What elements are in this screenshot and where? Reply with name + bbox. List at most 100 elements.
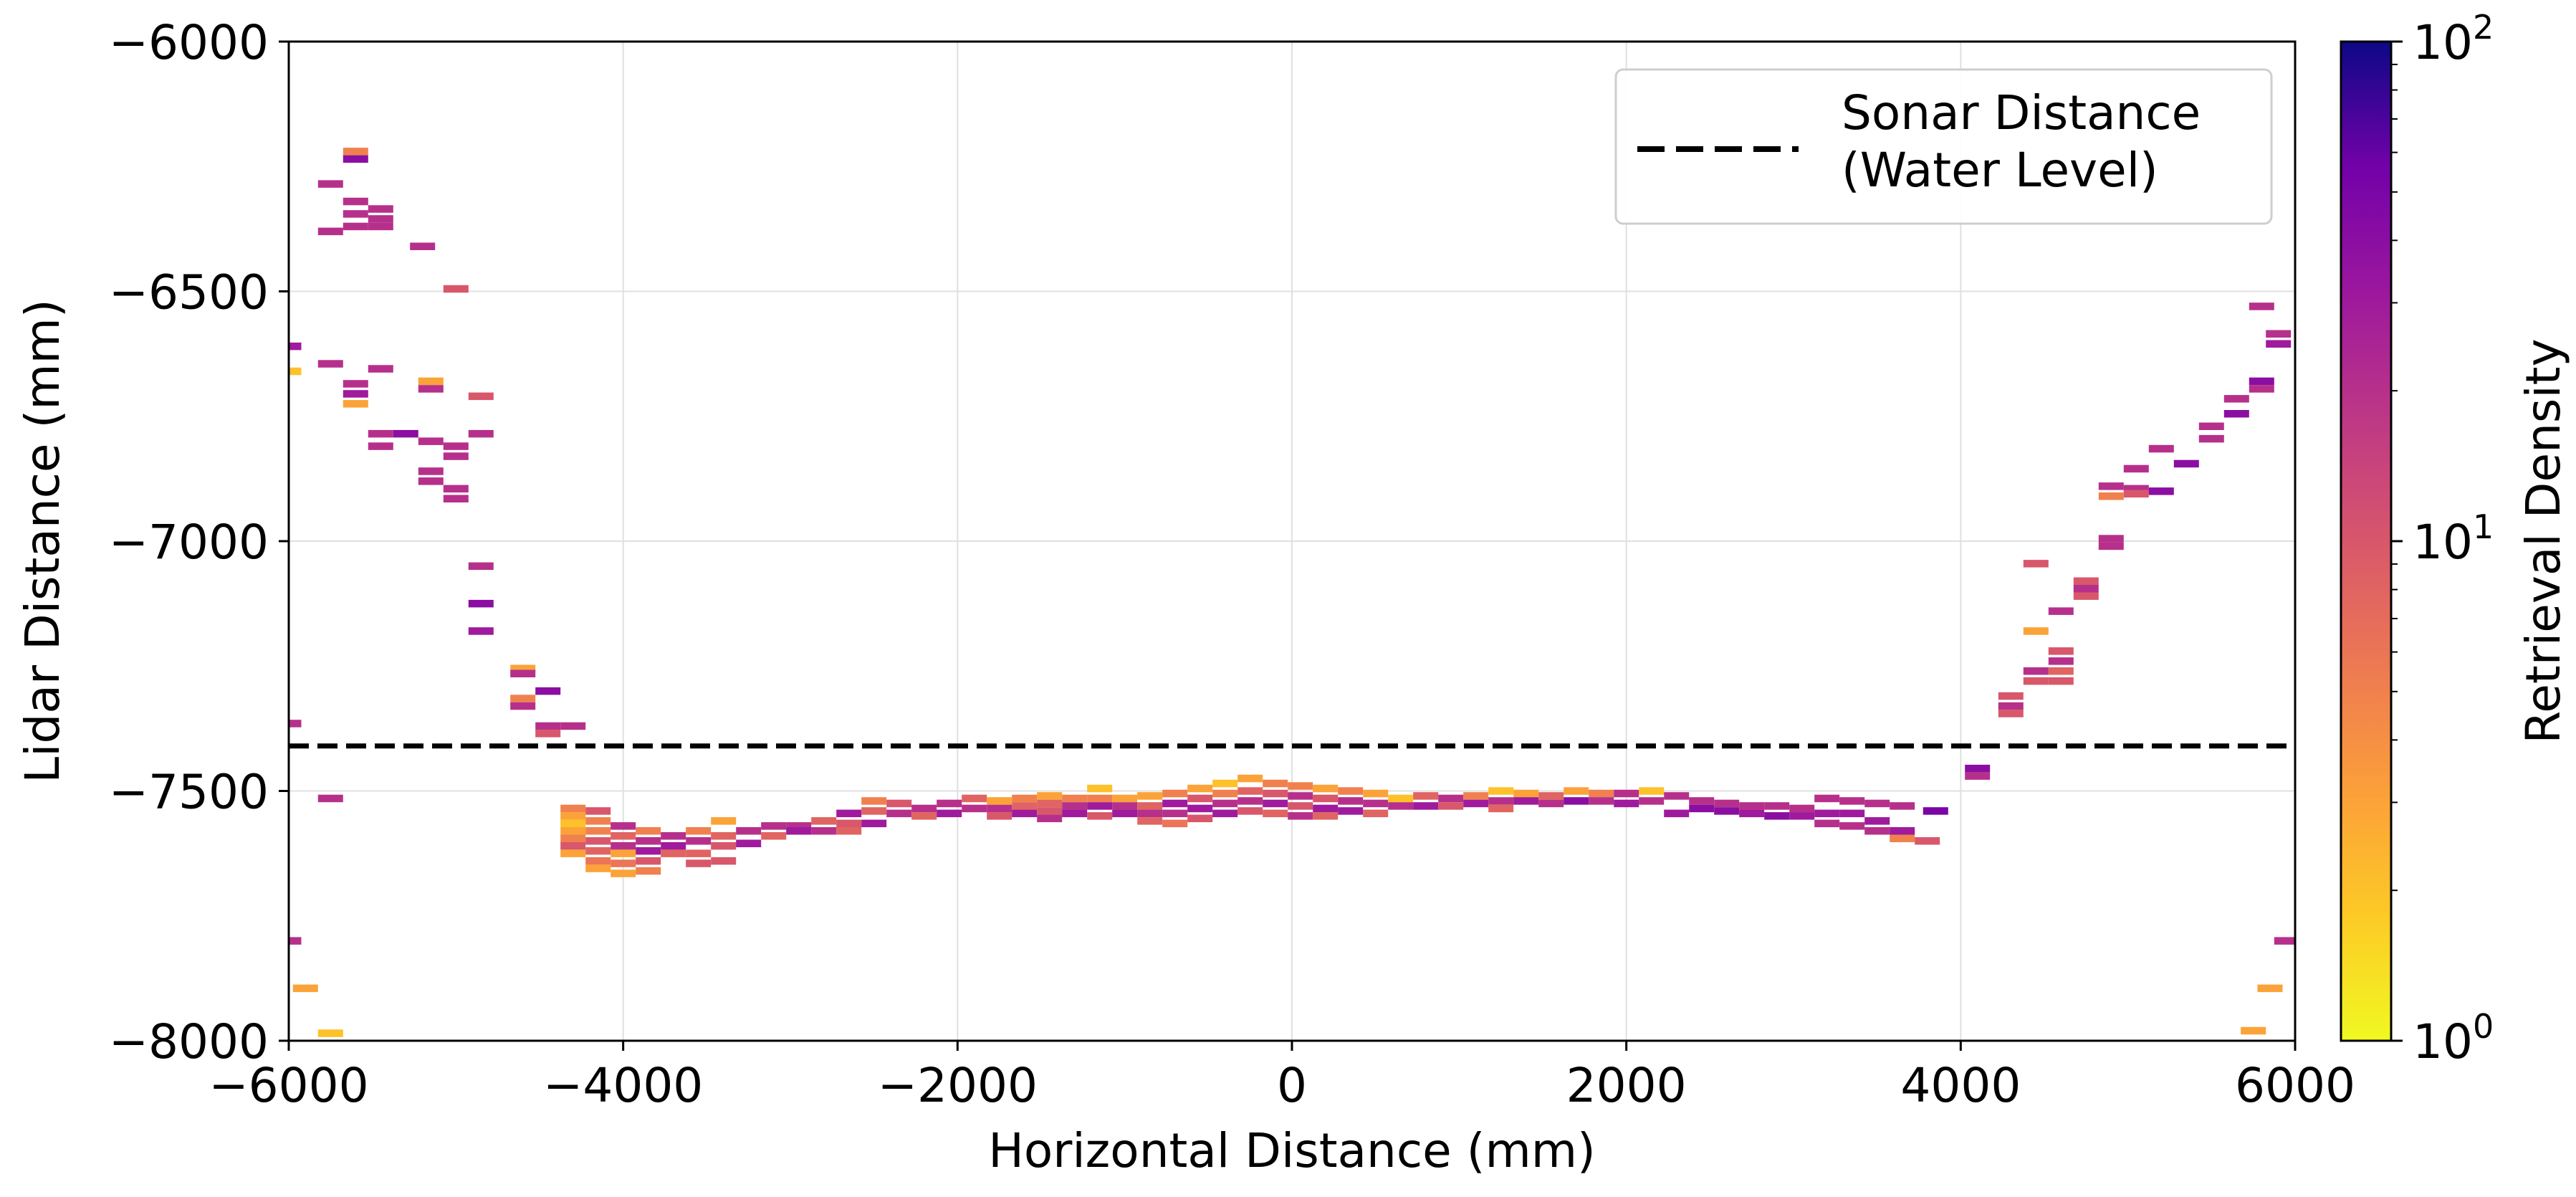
density-cell	[317, 360, 343, 368]
density-cell	[410, 242, 436, 250]
density-cell	[636, 827, 661, 835]
density-cell	[1689, 804, 1715, 813]
density-cell	[2048, 667, 2074, 675]
y-tick-label: −8000	[109, 1014, 269, 1069]
density-cell	[1614, 789, 1639, 798]
legend-label-line2: (Water Level)	[1842, 143, 2158, 198]
density-cell	[1864, 799, 1890, 808]
density-cell	[1589, 789, 1614, 798]
density-cell	[343, 155, 368, 163]
density-cell	[686, 837, 712, 845]
density-cell	[1814, 809, 1840, 818]
density-cell	[661, 841, 686, 850]
density-cell	[1589, 797, 1614, 805]
density-cell	[2274, 937, 2295, 945]
x-tick-label: 6000	[2235, 1058, 2355, 1113]
legend: Sonar Distance (Water Level)	[1614, 68, 2273, 225]
density-cell	[1965, 772, 1991, 780]
density-cell	[811, 827, 837, 835]
density-cell	[1187, 784, 1213, 793]
density-cell	[393, 429, 418, 438]
density-cell	[1388, 794, 1414, 803]
x-tick-label: 2000	[1566, 1058, 1687, 1113]
density-cell	[343, 380, 368, 388]
density-cell	[585, 837, 611, 845]
density-cell	[2098, 492, 2124, 500]
density-cell	[1037, 799, 1063, 808]
density-cell	[368, 442, 393, 450]
density-cell	[636, 857, 661, 865]
density-cell	[2023, 627, 2049, 635]
density-cell	[861, 797, 887, 805]
density-cell	[1998, 702, 2024, 710]
density-cell	[343, 197, 368, 206]
density-cell	[1789, 804, 1815, 813]
density-cell	[343, 400, 368, 408]
x-tick-label: 0	[1277, 1058, 1307, 1113]
density-cell	[1187, 814, 1213, 823]
density-cell	[636, 847, 661, 855]
density-cell	[1839, 809, 1865, 818]
density-cell	[560, 804, 586, 813]
density-cell	[1037, 792, 1063, 800]
density-cell	[836, 809, 862, 818]
density-cell	[611, 841, 636, 850]
density-cell	[1162, 809, 1188, 818]
density-cell	[1237, 797, 1263, 805]
density-cell	[585, 807, 611, 815]
density-cell	[1363, 799, 1389, 808]
density-cell	[1288, 792, 1313, 800]
density-cell	[1187, 804, 1213, 813]
density-cell	[343, 148, 368, 156]
density-cell	[2198, 422, 2224, 430]
density-cell	[443, 442, 469, 450]
y-tick-label: −6500	[109, 265, 269, 320]
density-cell	[585, 827, 611, 835]
density-cell	[761, 822, 787, 830]
density-cell	[686, 859, 712, 867]
density-cell	[2098, 535, 2124, 543]
density-cell	[987, 812, 1012, 820]
density-cell	[510, 664, 536, 672]
density-cell	[1664, 792, 1690, 800]
density-cell	[711, 817, 737, 825]
density-cells	[289, 148, 2295, 1037]
density-cell	[1263, 779, 1288, 788]
x-tick-label: 4000	[1900, 1058, 2021, 1113]
density-cell	[1087, 794, 1113, 803]
density-cell	[1087, 812, 1113, 820]
density-cell	[811, 817, 837, 825]
density-cell	[2048, 657, 2074, 665]
density-cell	[1212, 809, 1238, 818]
density-cell	[585, 864, 611, 872]
density-cell	[1639, 797, 1665, 805]
density-cell	[1513, 789, 1539, 798]
density-cell	[1363, 789, 1389, 798]
density-cell	[1263, 809, 1288, 818]
density-cell	[1137, 802, 1163, 810]
density-cell	[611, 849, 636, 857]
density-cell	[292, 984, 318, 993]
density-cell	[317, 1029, 343, 1037]
density-cell	[1998, 692, 2024, 700]
y-tick-label: −6000	[109, 15, 269, 70]
density-cell	[1162, 799, 1188, 808]
density-cell	[1915, 837, 1940, 845]
density-cell	[468, 627, 494, 635]
density-cell	[736, 827, 762, 835]
density-cell	[1087, 784, 1113, 793]
density-cell	[1237, 774, 1263, 783]
density-cell	[661, 849, 686, 857]
density-cell	[1764, 802, 1790, 810]
density-cell	[2198, 434, 2224, 443]
density-cell	[1062, 809, 1088, 818]
density-cell	[2249, 385, 2274, 393]
density-cell	[2123, 464, 2149, 473]
density-cell	[468, 599, 494, 608]
density-cell	[1162, 819, 1188, 828]
density-cell	[686, 849, 712, 857]
density-cell	[1714, 799, 1740, 808]
density-cell	[2123, 485, 2149, 493]
density-cell	[1664, 809, 1690, 818]
x-axis-title: Horizontal Distance (mm)	[988, 1123, 1596, 1178]
